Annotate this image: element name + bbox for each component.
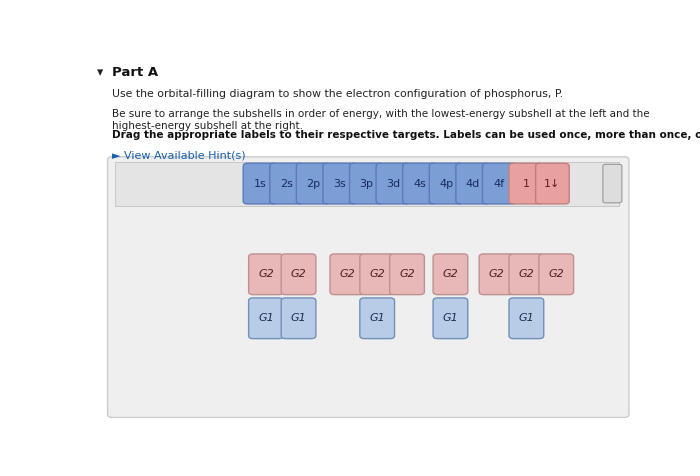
FancyBboxPatch shape	[281, 254, 316, 295]
Text: G2: G2	[548, 269, 564, 279]
Text: G1: G1	[258, 313, 274, 323]
Text: G2: G2	[519, 269, 534, 279]
Text: 1↓: 1↓	[544, 178, 561, 188]
FancyBboxPatch shape	[456, 163, 489, 204]
FancyBboxPatch shape	[390, 254, 424, 295]
Text: G2: G2	[340, 269, 355, 279]
Text: G1: G1	[370, 313, 385, 323]
FancyBboxPatch shape	[376, 163, 410, 204]
FancyBboxPatch shape	[433, 254, 468, 295]
FancyBboxPatch shape	[323, 163, 356, 204]
Text: G2: G2	[290, 269, 307, 279]
FancyBboxPatch shape	[115, 161, 620, 206]
Text: 3s: 3s	[333, 178, 346, 188]
Text: G2: G2	[399, 269, 415, 279]
Text: G2: G2	[258, 269, 274, 279]
Text: 4f: 4f	[494, 178, 505, 188]
Text: 1: 1	[522, 178, 529, 188]
FancyBboxPatch shape	[509, 298, 544, 338]
Text: 3p: 3p	[359, 178, 373, 188]
FancyBboxPatch shape	[482, 163, 516, 204]
FancyBboxPatch shape	[509, 163, 542, 204]
FancyBboxPatch shape	[296, 163, 330, 204]
Text: Drag the appropriate labels to their respective targets. Labels can be used once: Drag the appropriate labels to their res…	[112, 130, 700, 140]
Text: G1: G1	[290, 313, 307, 323]
Text: G2: G2	[489, 269, 505, 279]
Text: 4d: 4d	[466, 178, 480, 188]
FancyBboxPatch shape	[603, 164, 622, 203]
FancyBboxPatch shape	[281, 298, 316, 338]
Text: Use the orbital-filling diagram to show the electron configuration of phosphorus: Use the orbital-filling diagram to show …	[112, 89, 563, 99]
FancyBboxPatch shape	[108, 157, 629, 417]
FancyBboxPatch shape	[270, 163, 303, 204]
Text: 3d: 3d	[386, 178, 400, 188]
Text: Part A: Part A	[112, 66, 158, 79]
FancyBboxPatch shape	[539, 254, 573, 295]
FancyBboxPatch shape	[402, 163, 436, 204]
FancyBboxPatch shape	[429, 163, 463, 204]
Text: ► View Available Hint(s): ► View Available Hint(s)	[112, 150, 246, 160]
FancyBboxPatch shape	[330, 254, 365, 295]
FancyBboxPatch shape	[248, 298, 284, 338]
FancyBboxPatch shape	[243, 163, 276, 204]
Text: 2s: 2s	[280, 178, 293, 188]
Text: G1: G1	[519, 313, 534, 323]
Text: 1s: 1s	[253, 178, 267, 188]
FancyBboxPatch shape	[248, 254, 284, 295]
FancyBboxPatch shape	[509, 254, 544, 295]
FancyBboxPatch shape	[360, 254, 395, 295]
Text: G2: G2	[442, 269, 458, 279]
Text: ▾: ▾	[97, 66, 104, 79]
FancyBboxPatch shape	[349, 163, 383, 204]
Text: G2: G2	[370, 269, 385, 279]
Text: 4p: 4p	[439, 178, 453, 188]
FancyBboxPatch shape	[480, 254, 514, 295]
Text: 2p: 2p	[306, 178, 320, 188]
Text: G1: G1	[442, 313, 458, 323]
FancyBboxPatch shape	[360, 298, 395, 338]
Text: Be sure to arrange the subshells in order of energy, with the lowest-energy subs: Be sure to arrange the subshells in orde…	[112, 109, 650, 131]
Text: 4s: 4s	[413, 178, 426, 188]
FancyBboxPatch shape	[536, 163, 569, 204]
FancyBboxPatch shape	[433, 298, 468, 338]
